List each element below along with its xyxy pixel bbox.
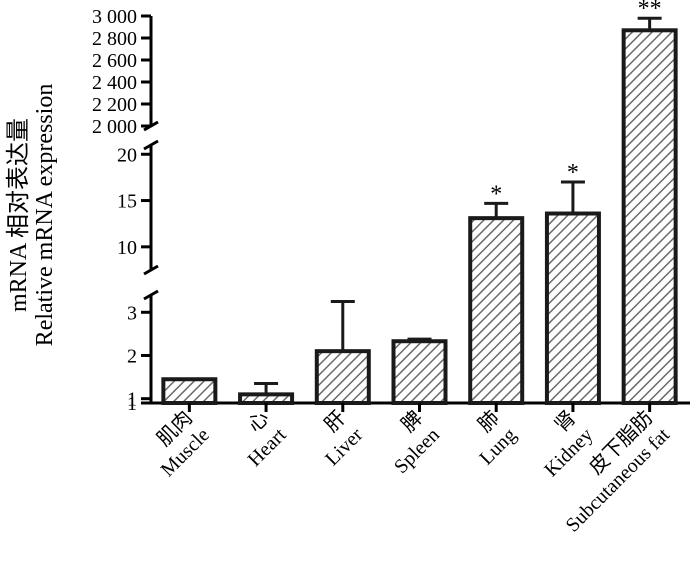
axis-break-mark-0-1 bbox=[143, 139, 159, 151]
y-tick-label: 15 bbox=[117, 191, 137, 213]
bar-kidney bbox=[544, 211, 601, 405]
x-tick-labels: 肌肉Muscle心Heart肝Liver脾Spleen肺Lung肾Kidney皮… bbox=[152, 403, 674, 537]
x-tick-label-en: Heart bbox=[244, 424, 291, 471]
y-axis-label-en: Relative mRNA expression bbox=[32, 84, 58, 347]
y-tick-label: 2 600 bbox=[92, 50, 137, 72]
y-tick-label: 10 bbox=[117, 237, 137, 259]
y-tick-label: 1 bbox=[127, 393, 137, 415]
axis-break-mark-1-1 bbox=[143, 289, 159, 301]
y-tick-label: 2 400 bbox=[92, 72, 137, 94]
y-tick-label: 3 bbox=[127, 302, 137, 324]
bar-subcutaneous-fat bbox=[621, 28, 678, 406]
significance-marker: * bbox=[490, 181, 502, 207]
bar-muscle bbox=[161, 377, 218, 405]
y-tick-label: 2 200 bbox=[92, 94, 137, 116]
significance-marker: * bbox=[567, 160, 579, 186]
y-tick-label: 2 800 bbox=[92, 28, 137, 50]
bar-heart bbox=[238, 392, 295, 405]
axis-break-mark-1-0 bbox=[143, 264, 159, 276]
y-tick-label: 2 000 bbox=[92, 116, 137, 138]
y-axis-label-cn: mRNA 相对表达量 bbox=[5, 118, 32, 312]
y-tick-label: 3 000 bbox=[92, 6, 137, 28]
y-tick-label: 20 bbox=[117, 144, 137, 166]
bars: **** bbox=[161, 0, 678, 406]
y-tick-label: 2 bbox=[127, 345, 137, 367]
bar-spleen bbox=[391, 339, 448, 405]
significance-marker: ** bbox=[638, 0, 662, 22]
x-tick-label-en: Liver bbox=[321, 424, 367, 470]
y-tick-label: 1 bbox=[127, 389, 137, 411]
bar-lung bbox=[468, 216, 525, 405]
bar-liver bbox=[314, 349, 371, 406]
x-tick-label-en: Lung bbox=[475, 424, 520, 469]
